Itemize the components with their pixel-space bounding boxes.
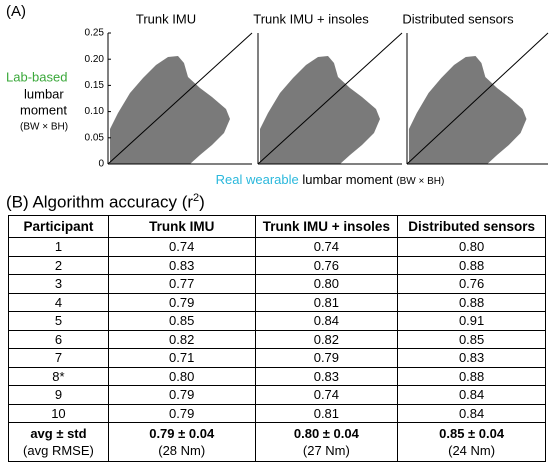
header-cell: Trunk IMU + insoles — [254, 215, 399, 238]
table-cell: 0.77 — [107, 274, 256, 294]
table-cell: 0.82 — [107, 329, 256, 349]
table-cell: 0.88 — [397, 366, 546, 386]
panel-a: (A) Trunk IMU Trunk IMU + insoles Distri… — [6, 3, 549, 187]
header-cell: Distributed sensors — [397, 215, 546, 238]
table-cell: 0.79 — [107, 403, 256, 423]
table-row: 9 0.79 0.74 0.84 — [8, 385, 546, 405]
summary-cell: 0.80 ± 0.04 (27 Nm) — [254, 422, 399, 462]
table-cell: 8* — [8, 366, 109, 386]
table-cell: 0.76 — [254, 255, 399, 275]
table-cell: 0.80 — [397, 237, 546, 257]
x-label-units: (BW × BH) — [396, 176, 444, 187]
summary-main: 0.80 ± 0.04 — [293, 426, 359, 441]
table-cell: 9 — [8, 385, 109, 405]
summary-main: 0.85 ± 0.04 — [439, 426, 505, 441]
table-cell: 6 — [8, 329, 109, 349]
table-cell: 0.82 — [254, 329, 399, 349]
identity-line — [107, 32, 253, 165]
table-cell: 0.84 — [397, 385, 546, 405]
table-cell: 0.84 — [397, 403, 546, 423]
summary-cell: avg ± std (avg RMSE) — [8, 422, 109, 462]
table-row: 3 0.77 0.80 0.76 — [8, 274, 546, 294]
y-tick-label: 0.25 — [85, 28, 105, 39]
panel-b-title: (B) Algorithm accuracy (r2) — [6, 192, 205, 213]
table-cell: 0.80 — [107, 366, 256, 386]
table-cell: 0.85 — [397, 329, 546, 349]
plot-title: Trunk IMU + insoles — [253, 11, 369, 26]
table-cell: 7 — [8, 348, 109, 368]
table-cell: 0.74 — [107, 237, 256, 257]
table-cell: 0.83 — [397, 348, 546, 368]
table-row: 5 0.85 0.84 0.91 — [8, 311, 546, 331]
data-cloud — [260, 56, 380, 164]
table-cell: 0.83 — [254, 366, 399, 386]
table-cell: 10 — [8, 403, 109, 423]
table-cell: 3 — [8, 274, 109, 294]
table-row: 4 0.79 0.81 0.88 — [8, 292, 546, 312]
y-tick-label: 0 — [98, 159, 104, 170]
table-cell: 0.79 — [107, 292, 256, 312]
header-row: Participant Trunk IMU Trunk IMU + insoles D… — [8, 215, 546, 238]
table-cell: 0.88 — [397, 292, 546, 312]
identity-line — [406, 32, 549, 165]
y-label: lumbar — [24, 86, 64, 101]
table-cell: 0.84 — [254, 311, 399, 331]
summary-sub: (27 Nm) — [302, 443, 350, 458]
table-cell: 0.88 — [397, 255, 546, 275]
x-label-text: lumbar moment — [302, 172, 393, 187]
table-cell: 2 — [8, 255, 109, 275]
summary-row: avg ± std (avg RMSE) 0.79 ± 0.04 (28 Nm) 0.8… — [8, 422, 546, 462]
table-cell: 0.83 — [107, 255, 256, 275]
title-sup: 2 — [193, 192, 200, 204]
table-row: 2 0.83 0.76 0.88 — [8, 255, 546, 275]
table-cell: 0.91 — [397, 311, 546, 331]
table-cell: 0.71 — [107, 348, 256, 368]
title-end: ) — [199, 192, 205, 212]
table-cell: 0.76 — [397, 274, 546, 294]
y-tick-label: 0.05 — [85, 132, 105, 143]
table-row: 1 0.74 0.74 0.80 — [8, 237, 546, 257]
summary-sub: (24 Nm) — [448, 443, 496, 458]
y-label: moment — [20, 102, 67, 117]
y-label-highlight: Lab-based — [6, 69, 67, 84]
y-tick-label: 0.10 — [85, 106, 105, 117]
table-cell: 0.79 — [107, 385, 256, 405]
table-cell: 4 — [8, 292, 109, 312]
summary-main: 0.79 ± 0.04 — [149, 426, 215, 441]
table-cell: 0.79 — [254, 348, 399, 368]
accuracy-table: Participant Trunk IMU Trunk IMU + insoles D… — [8, 215, 546, 462]
table-cell: 1 — [8, 237, 109, 257]
summary-sub: (avg RMSE) — [23, 443, 94, 458]
table-cell: 0.81 — [254, 403, 399, 423]
panel-label: (A) — [6, 3, 26, 20]
table-row: 10 0.79 0.81 0.84 — [8, 403, 546, 423]
identity-line — [257, 32, 403, 165]
x-label: Real wearable lumbar moment (BW × BH) — [216, 172, 445, 187]
table-row: 6 0.82 0.82 0.85 — [8, 329, 546, 349]
title-text: (B) Algorithm accuracy (r — [6, 192, 194, 212]
table-row: 8* 0.80 0.83 0.88 — [8, 366, 546, 386]
table-cell: 0.74 — [254, 385, 399, 405]
table-cell: 0.74 — [254, 237, 399, 257]
summary-sub: (28 Nm) — [158, 443, 206, 458]
data-cloud — [408, 56, 527, 164]
plot-title: Distributed sensors — [402, 11, 514, 26]
summary-cell: 0.85 ± 0.04 (24 Nm) — [397, 422, 546, 462]
summary-main: avg ± std — [30, 426, 87, 441]
table-cell: 0.80 — [254, 274, 399, 294]
table-cell: 5 — [8, 311, 109, 331]
data-cloud — [110, 56, 230, 164]
plot-title: Trunk IMU — [136, 11, 196, 26]
y-label-units: (BW × BH) — [20, 122, 68, 133]
y-tick-label: 0.20 — [85, 54, 105, 65]
header-cell: Participant — [8, 215, 109, 238]
y-tick-label: 0.15 — [85, 80, 105, 91]
header-cell: Trunk IMU — [107, 215, 256, 238]
table-cell: 0.85 — [107, 311, 256, 331]
table-cell: 0.81 — [254, 292, 399, 312]
table-row: 7 0.71 0.79 0.83 — [8, 348, 546, 368]
x-label-highlight: Real wearable — [216, 172, 299, 187]
summary-cell: 0.79 ± 0.04 (28 Nm) — [107, 422, 256, 462]
